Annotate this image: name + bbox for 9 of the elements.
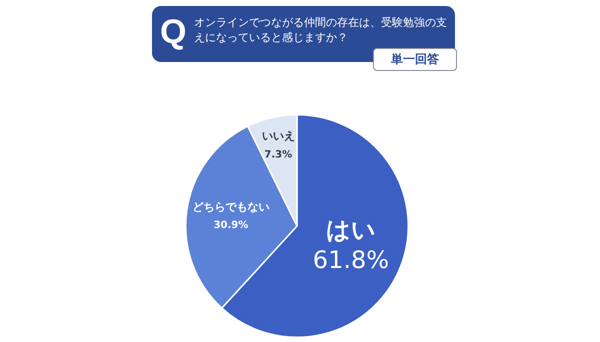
chart-title: オンラインでつながる仲間の存在は、受験勉強の支えになっていると感じますか？ (194, 15, 448, 45)
slice-label: どちらでもない (192, 200, 270, 214)
text: Q (160, 12, 186, 53)
slice-label: いいえ (262, 130, 295, 143)
data-label: 7.3% (264, 149, 292, 160)
slice-label: はい (326, 216, 376, 244)
chart-subtitle: 単一回答 (373, 48, 457, 71)
data-label: 30.9% (214, 220, 248, 232)
data-label: 61.8% (312, 246, 390, 274)
